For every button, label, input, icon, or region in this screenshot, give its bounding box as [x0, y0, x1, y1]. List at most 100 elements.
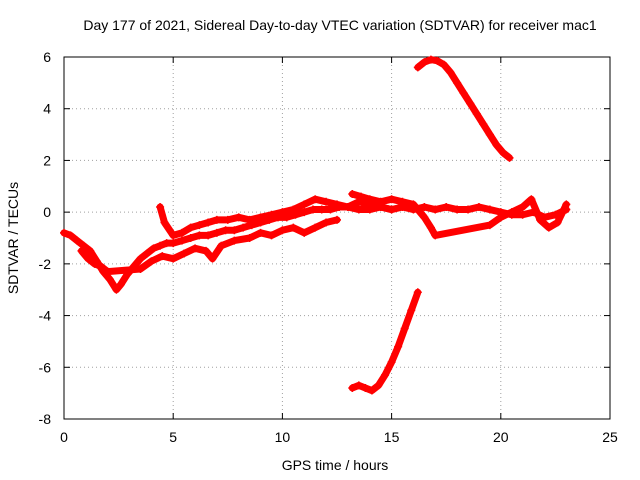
data-point: [289, 223, 298, 232]
data-point: [446, 68, 455, 77]
data-point: [311, 223, 320, 232]
data-point: [492, 140, 501, 149]
data-point: [245, 234, 254, 242]
data-point: [553, 218, 562, 227]
data-point: [322, 197, 331, 206]
data-point: [518, 210, 527, 219]
data-point: [221, 226, 230, 235]
data-point: [212, 215, 221, 224]
data-point: [440, 60, 449, 69]
data-point: [413, 288, 422, 297]
series-band: [156, 195, 396, 239]
data-point: [169, 231, 178, 240]
data-point: [453, 205, 462, 214]
data-point: [204, 231, 213, 240]
data-point: [479, 120, 488, 129]
data-point: [116, 280, 125, 289]
y-tick-label: 4: [43, 101, 51, 117]
data-point: [177, 236, 186, 245]
data-point: [409, 200, 418, 209]
x-tick-label: 5: [169, 429, 177, 445]
data-point: [97, 262, 106, 271]
data-point: [466, 99, 475, 108]
data-point: [376, 197, 385, 206]
data-point: [186, 234, 195, 242]
y-tick-label: -6: [39, 359, 52, 375]
data-point: [431, 205, 440, 214]
data-point: [267, 231, 276, 240]
data-point: [485, 221, 494, 230]
data-point: [354, 381, 363, 390]
data-point: [208, 254, 217, 263]
data-point: [156, 202, 165, 211]
data-point: [191, 244, 200, 253]
data-point: [485, 130, 494, 139]
data-point: [333, 200, 341, 209]
series-band: [77, 216, 341, 276]
data-point: [433, 56, 442, 65]
data-point: [474, 202, 483, 211]
data-point: [536, 215, 545, 224]
data-point: [348, 190, 357, 199]
data-point: [426, 55, 435, 64]
data-point: [66, 231, 75, 240]
data-point: [420, 202, 429, 211]
data-point: [431, 231, 440, 240]
data-point: [136, 254, 145, 263]
data-point: [354, 205, 363, 214]
data-point: [234, 213, 243, 222]
data-point: [505, 153, 514, 162]
data-point: [230, 226, 239, 235]
y-axis-label: SDTVAR / TECUs: [5, 182, 21, 294]
data-point: [256, 213, 265, 222]
data-point: [343, 202, 352, 211]
data-point: [90, 259, 99, 268]
data-point: [158, 252, 167, 261]
data-point: [562, 200, 571, 209]
x-axis-label: GPS time / hours: [282, 457, 389, 473]
data-point: [420, 213, 429, 222]
data-point: [407, 306, 416, 315]
data-point: [398, 197, 407, 206]
x-tick-label: 25: [602, 429, 618, 445]
data-point: [308, 205, 317, 214]
chart-title: Day 177 of 2021, Sidereal Day-to-day VTE…: [83, 17, 596, 33]
data-point: [278, 226, 287, 235]
data-point: [518, 202, 527, 211]
data-point: [387, 358, 396, 367]
data-point: [317, 205, 326, 214]
data-point: [442, 202, 451, 211]
data-point: [256, 228, 265, 237]
axis-ticks: 0 5 10 15 20 25 -8 -6 -4 -2 0 2 4 6: [39, 49, 618, 445]
data-point: [300, 208, 309, 217]
data-point: [267, 210, 276, 219]
data-point: [472, 109, 481, 118]
data-point: [136, 265, 145, 274]
data-point: [169, 239, 178, 248]
data-point: [426, 223, 435, 232]
data-point: [326, 205, 335, 214]
data-point: [464, 205, 473, 214]
data-point: [84, 254, 93, 263]
y-tick-label: -8: [39, 411, 52, 427]
data-point: [289, 205, 298, 214]
data-point: [278, 208, 287, 217]
data-point: [86, 246, 95, 255]
data-point: [413, 63, 422, 72]
data-point: [381, 371, 390, 380]
data-point: [180, 249, 189, 258]
data-point: [498, 148, 507, 157]
data-point: [195, 221, 204, 230]
data-point: [333, 215, 341, 224]
data-point: [507, 208, 516, 217]
data-point: [239, 223, 248, 232]
y-tick-label: -4: [39, 308, 52, 324]
data-point: [77, 246, 86, 255]
data-series: [60, 55, 571, 395]
y-tick-label: 2: [43, 152, 51, 168]
plot-frame: [63, 56, 611, 420]
data-point: [527, 195, 536, 204]
data-point: [496, 213, 505, 222]
data-point: [367, 386, 376, 395]
